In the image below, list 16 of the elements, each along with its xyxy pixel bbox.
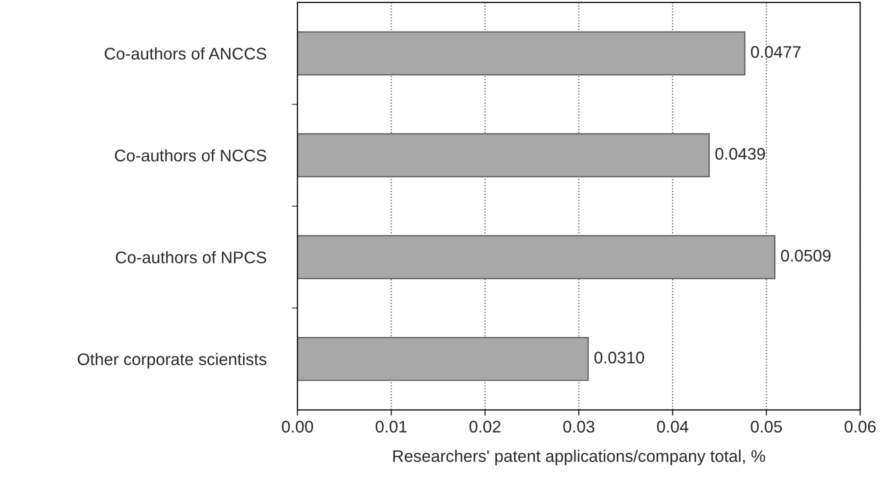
x-tick-label: 0.01 <box>376 420 407 433</box>
x-tick-label: 0.05 <box>750 420 782 433</box>
data-label: 0.0509 <box>781 250 831 262</box>
x-tick-label: 0.06 <box>844 420 876 433</box>
y-tick-label: Co-authors of NCCS <box>114 149 266 162</box>
x-tick-label: 0.02 <box>469 420 500 433</box>
data-label: 0.0439 <box>715 148 765 160</box>
data-label: 0.0310 <box>594 352 644 364</box>
y-tick-label: Co-authors of ANCCS <box>104 47 266 60</box>
x-axis-title: Researchers' patent applications/company total, % <box>393 450 766 466</box>
x-tick-label: 0.04 <box>657 420 688 433</box>
y-tick-label: Other corporate scientists <box>78 352 266 368</box>
y-tick-label: Co-authors of NPCS <box>116 251 266 264</box>
data-label: 0.0477 <box>751 46 801 58</box>
x-tick-label: 0.00 <box>282 420 314 433</box>
x-tick-label: 0.03 <box>563 420 594 433</box>
